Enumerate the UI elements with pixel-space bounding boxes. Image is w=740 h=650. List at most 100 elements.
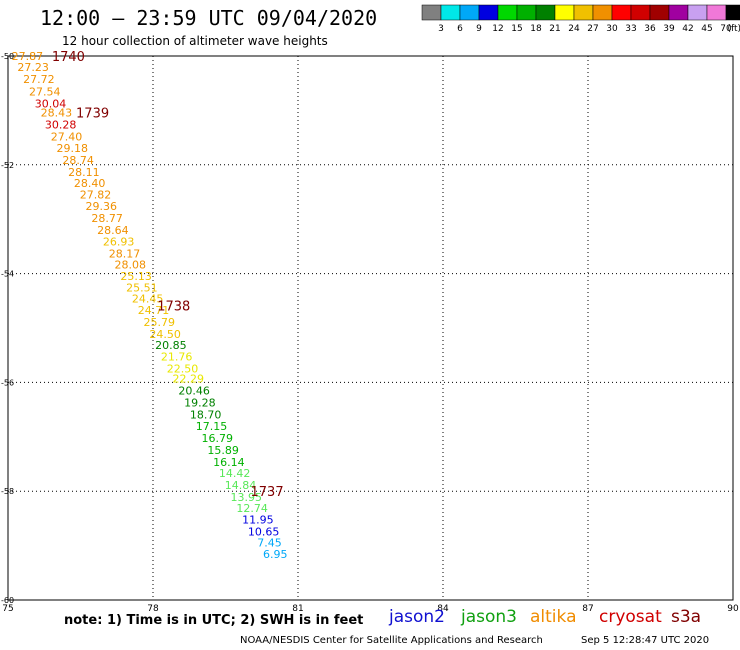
legend-jason3: jason3 xyxy=(461,607,517,627)
footer-note: note: 1) Time is in UTC; 2) SWH is in fe… xyxy=(64,613,364,628)
colorbar-label: 6 xyxy=(457,24,463,34)
wave-height-label: 28.43 xyxy=(41,107,73,120)
wave-height-label: 12.74 xyxy=(236,502,268,515)
wave-height-label: 25.13 xyxy=(120,270,152,283)
y-tick-label: -50 xyxy=(1,52,14,61)
colorbar-label: 3 xyxy=(438,24,444,34)
wave-height-label: 27.54 xyxy=(29,85,61,98)
colorbar-swatch xyxy=(440,4,461,21)
wave-height-label: 29.36 xyxy=(86,200,118,213)
wave-height-label: 28.11 xyxy=(68,166,100,179)
chart-title: 12:00 — 23:59 UTC 09/04/2020 xyxy=(40,6,378,30)
wave-height-label: 27.23 xyxy=(17,61,49,74)
wave-height-label: 13.95 xyxy=(231,491,263,504)
wave-height-label: 16.79 xyxy=(202,432,234,445)
wave-height-label: 20.46 xyxy=(178,385,210,398)
colorbar-swatch xyxy=(630,4,651,21)
colorbar-unit: (ft) xyxy=(727,24,740,34)
time-label: 1738 xyxy=(157,300,190,315)
wave-height-label: 27.87 xyxy=(12,50,44,63)
colorbar-swatch xyxy=(478,4,499,21)
wave-height-label: 28.74 xyxy=(62,154,94,167)
colorbar-label: 27 xyxy=(587,24,598,34)
colorbar-swatch xyxy=(459,4,480,21)
colorbar-swatch xyxy=(706,4,727,21)
grid-lines xyxy=(8,56,733,600)
y-tick-label: -54 xyxy=(1,270,14,279)
wave-height-label: 21.76 xyxy=(161,350,193,363)
wave-height-label: 7.45 xyxy=(257,536,282,549)
wave-height-label: 18.70 xyxy=(190,408,222,421)
wave-height-label: 24.71 xyxy=(138,304,170,317)
x-tick-label: 81 xyxy=(292,604,303,614)
y-tick-label: -58 xyxy=(1,487,14,496)
x-tick-label: 75 xyxy=(2,604,13,614)
time-labels: 1740 1739 1738 1737 xyxy=(52,50,284,500)
colorbar-swatch xyxy=(687,4,708,21)
colorbar-label: 39 xyxy=(663,24,675,34)
wave-height-label: 29.18 xyxy=(57,142,89,155)
colorbar-label: 45 xyxy=(701,24,712,34)
x-tick-label: 87 xyxy=(582,604,593,614)
wave-height-label: 26.93 xyxy=(103,236,135,249)
colorbar-swatch xyxy=(725,4,740,21)
y-tick-label: -56 xyxy=(1,378,14,387)
colorbar-swatch xyxy=(516,4,537,21)
colorbar-swatch xyxy=(611,4,632,21)
legend-s3a: s3a xyxy=(671,607,702,627)
wave-height-label: 24.45 xyxy=(132,293,164,306)
colorbar-swatch xyxy=(649,4,670,21)
colorbar-swatch xyxy=(421,4,442,21)
footer-credit: NOAA/NESDIS Center for Satellite Applica… xyxy=(240,635,543,646)
wave-height-label: 28.77 xyxy=(91,212,123,225)
wave-height-label: 14.84 xyxy=(225,479,257,492)
colorbar-label: 15 xyxy=(511,24,522,34)
colorbar-swatch xyxy=(554,4,575,21)
colorbar-label: 30 xyxy=(606,24,618,34)
wave-height-label: 14.42 xyxy=(219,467,251,480)
legend-cryosat: cryosat xyxy=(599,607,662,627)
wave-height-label: 22.29 xyxy=(173,373,205,386)
x-tick-label: 90 xyxy=(727,604,739,614)
y-tick-label: -60 xyxy=(1,596,14,605)
colorbar-swatch xyxy=(573,4,594,21)
colorbar-label: 18 xyxy=(530,24,542,34)
plot-frame xyxy=(7,55,734,601)
axis-ticks: 75 78 81 84 87 90 -50 -52 -54 -56 -58 -60 xyxy=(1,52,739,614)
wave-height-label: 28.17 xyxy=(109,247,141,260)
wave-height-label: 6.95 xyxy=(263,548,288,561)
wave-height-label: 19.28 xyxy=(184,397,216,410)
time-label: 1737 xyxy=(251,485,284,500)
wave-height-label: 20.85 xyxy=(155,339,187,352)
colorbar-label: 24 xyxy=(568,24,580,34)
colorbar-label: 9 xyxy=(476,24,482,34)
x-tick-label: 78 xyxy=(147,604,159,614)
wave-height-label: 30.28 xyxy=(45,119,77,132)
footer-timestamp: Sep 5 12:28:47 UTC 2020 xyxy=(581,635,710,646)
wave-height-label: 16.14 xyxy=(213,456,245,469)
wave-height-label: 28.08 xyxy=(115,258,147,271)
wave-height-label: 27.72 xyxy=(23,73,55,86)
time-label: 1740 xyxy=(52,50,85,65)
colorbar-label: 12 xyxy=(492,24,503,34)
colorbar-label: 36 xyxy=(644,24,656,34)
wave-height-label: 27.40 xyxy=(51,131,83,144)
wave-height-label: 30.04 xyxy=(35,97,67,110)
wave-height-label: 15.89 xyxy=(207,444,239,457)
x-tick-label: 84 xyxy=(437,604,449,614)
wave-height-label: 25.51 xyxy=(126,282,158,295)
colorbar-swatch xyxy=(497,4,518,21)
colorbar: 3 6 9 12 15 18 21 24 27 30 33 36 39 42 45 70(ft) xyxy=(421,4,740,34)
chart-subtitle: 12 hour collection of altimeter wave hei… xyxy=(62,34,328,48)
wave-height-label: 24.50 xyxy=(149,328,181,341)
wave-height-label: 28.40 xyxy=(74,177,106,190)
colorbar-swatch xyxy=(668,4,689,21)
wave-height-label: 28.64 xyxy=(97,224,129,237)
wave-height-label: 25.79 xyxy=(144,316,176,329)
legend-jason2: jason2 xyxy=(389,607,445,627)
colorbar-swatch xyxy=(535,4,556,21)
wave-height-label: 17.15 xyxy=(196,420,228,433)
wave-height-label: 22.50 xyxy=(167,362,199,375)
data-points: 27.8727.2327.7227.5430.0428.4330.2827.40… xyxy=(12,50,288,561)
